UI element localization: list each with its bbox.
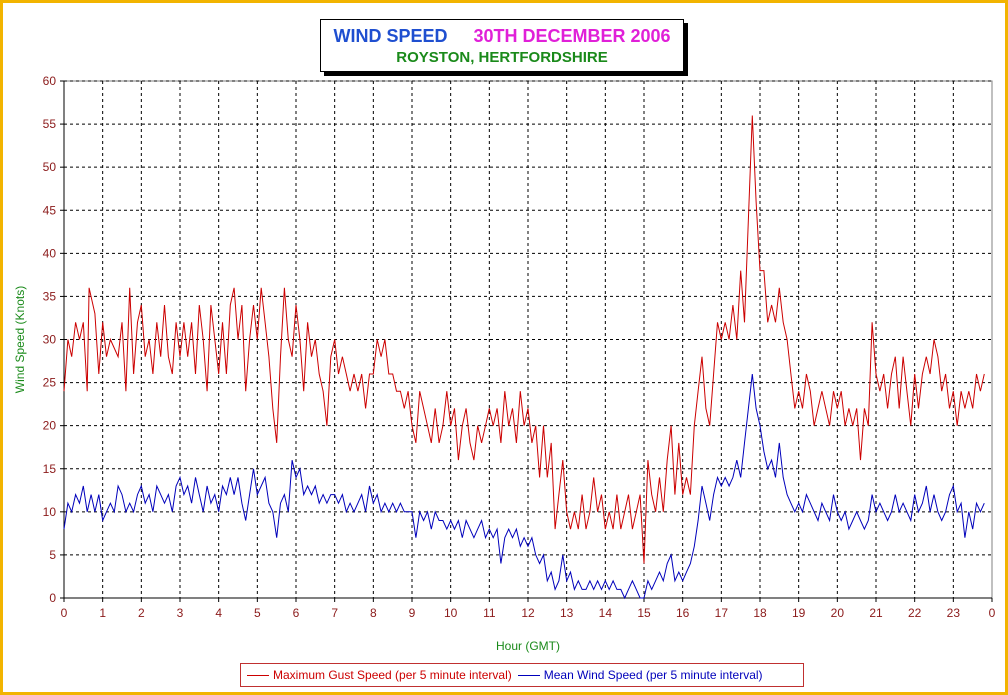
chart-legend: Maximum Gust Speed (per 5 minute interva… — [240, 663, 804, 687]
x-tick-label: 23 — [947, 606, 961, 620]
y-axis-title: Wind Speed (Knots) — [13, 286, 27, 393]
y-tick-label: 25 — [43, 376, 57, 390]
legend-label-mean: Mean Wind Speed (per 5 minute interval) — [543, 668, 763, 682]
x-tick-label: 0 — [989, 606, 996, 620]
x-tick-label: 3 — [177, 606, 184, 620]
x-tick-label: 2 — [138, 606, 145, 620]
y-tick-label: 35 — [43, 289, 57, 303]
y-tick-label: 10 — [43, 505, 57, 519]
chart-title-main: WIND SPEED — [333, 26, 448, 46]
x-tick-label: 4 — [215, 606, 222, 620]
chart-title-box: WIND SPEED 30TH DECEMBER 2006 ROYSTON, HE… — [320, 19, 684, 72]
x-tick-label: 9 — [409, 606, 416, 620]
x-tick-label: 1 — [99, 606, 106, 620]
x-tick-label: 7 — [331, 606, 338, 620]
y-tick-label: 30 — [43, 333, 57, 347]
legend-swatch-gust — [247, 674, 269, 676]
y-tick-label: 40 — [43, 246, 57, 260]
legend-item-mean: Mean Wind Speed (per 5 minute interval) — [517, 668, 763, 682]
x-tick-label: 10 — [444, 606, 458, 620]
x-tick-label: 11 — [483, 606, 496, 620]
y-tick-label: 15 — [43, 462, 57, 476]
x-tick-label: 21 — [869, 606, 883, 620]
x-tick-label: 6 — [293, 606, 300, 620]
chart-title-date: 30TH DECEMBER 2006 — [473, 26, 671, 46]
x-tick-label: 8 — [370, 606, 377, 620]
y-tick-label: 45 — [43, 203, 57, 217]
y-tick-label: 50 — [43, 160, 57, 174]
x-tick-label: 13 — [560, 606, 574, 620]
x-tick-label: 15 — [637, 606, 651, 620]
legend-label-gust: Maximum Gust Speed (per 5 minute interva… — [273, 668, 512, 682]
chart-title: WIND SPEED 30TH DECEMBER 2006 — [321, 26, 683, 47]
x-tick-label: 5 — [254, 606, 261, 620]
x-tick-label: 16 — [676, 606, 690, 620]
x-tick-label: 20 — [831, 606, 845, 620]
x-tick-label: 0 — [61, 606, 68, 620]
x-tick-label: 22 — [908, 606, 922, 620]
y-tick-label: 0 — [49, 591, 56, 605]
chart-subtitle-location: ROYSTON, HERTFORDSHIRE — [396, 49, 608, 66]
y-tick-label: 20 — [43, 419, 57, 433]
x-tick-label: 19 — [792, 606, 806, 620]
series-line-max-gust — [63, 115, 985, 564]
series-line-mean-wind — [63, 373, 985, 600]
legend-item-gust: Maximum Gust Speed (per 5 minute interva… — [247, 668, 512, 682]
y-tick-label: 60 — [43, 74, 57, 88]
x-tick-label: 14 — [599, 606, 613, 620]
legend-swatch-mean — [517, 674, 540, 676]
x-tick-label: 18 — [753, 606, 767, 620]
x-axis-title: Hour (GMT) — [496, 639, 560, 653]
x-tick-label: 12 — [521, 606, 535, 620]
y-tick-label: 55 — [43, 117, 57, 131]
x-tick-label: 17 — [715, 606, 729, 620]
y-tick-label: 5 — [49, 548, 56, 562]
